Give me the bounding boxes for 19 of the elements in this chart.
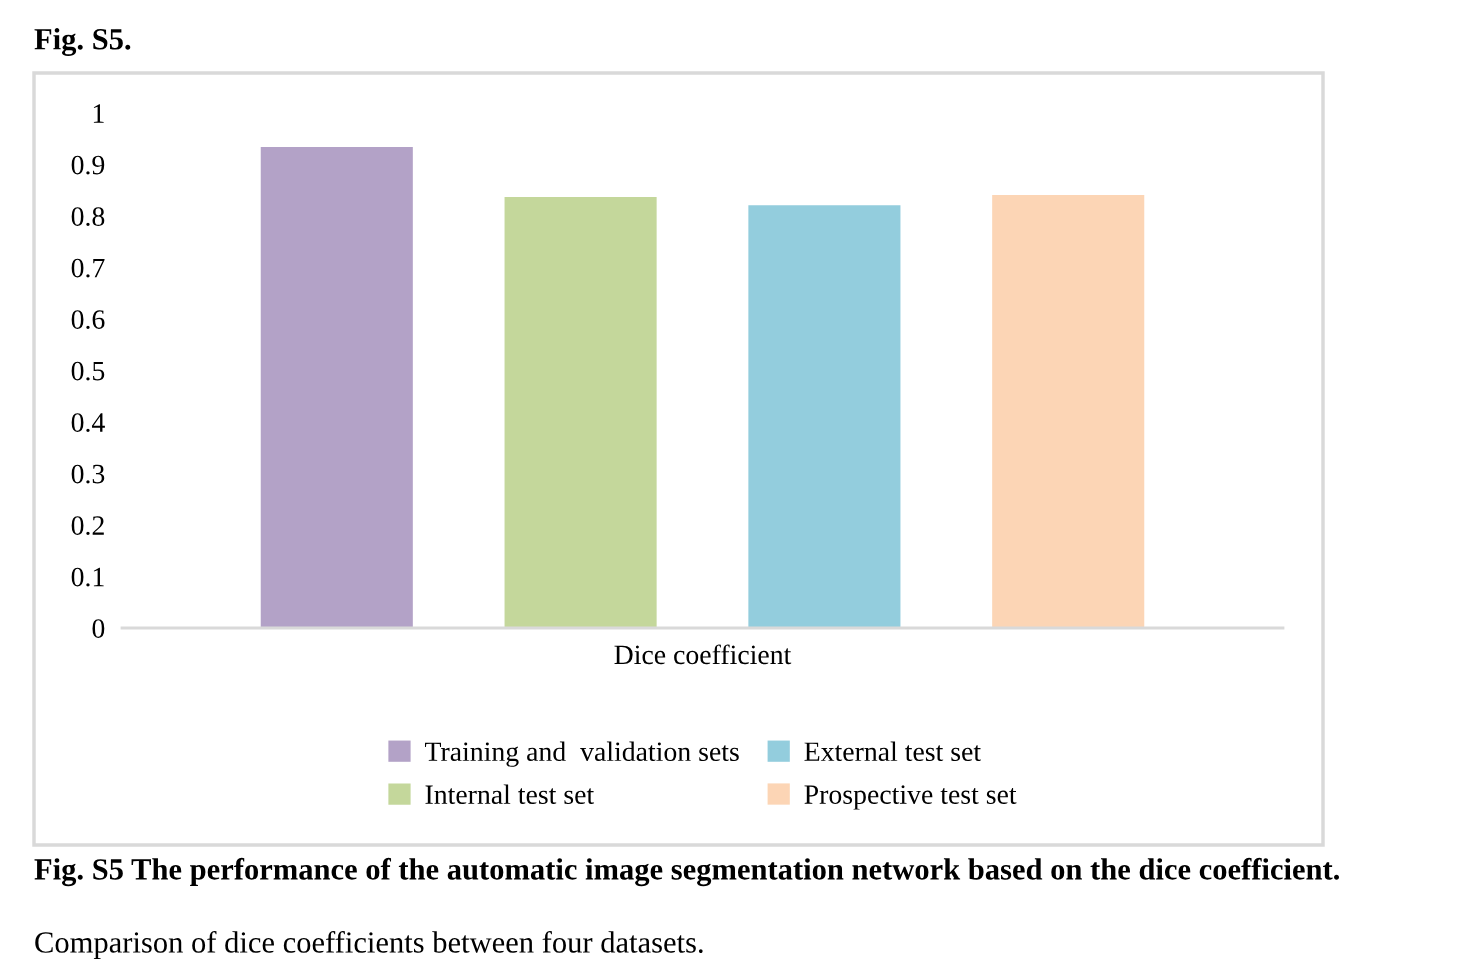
caption: Fig. S5 The performance of the automatic image segmentation network based on the dice coefficient. (34, 857, 1339, 887)
y-tick-label: 0.3 (71, 464, 105, 484)
y-tick-label: 0.1 (71, 567, 104, 587)
y-tick-label: 0 (92, 619, 105, 638)
legend-label: Training and validation sets (424, 741, 739, 767)
y-tick-label: 0.9 (71, 155, 105, 175)
legend-label: External test set (804, 741, 981, 762)
y-tick-label: 0.8 (71, 207, 105, 227)
y-tick-label: 0.6 (71, 310, 105, 330)
y-tick-label: 0.7 (71, 258, 105, 278)
y-tick-label: 0.5 (71, 361, 105, 381)
text: Comparison of dice coefficients between four datasets. (35, 930, 703, 960)
y-tick-label: 0.2 (71, 516, 104, 536)
chart-title: Fig. S5. (34, 28, 131, 56)
legend-label: Internal test set (425, 784, 595, 805)
y-tick-label: 1 (93, 104, 104, 123)
y-tick-label: 0.4 (71, 413, 105, 433)
x-tick-label: Dice coefficient (614, 644, 792, 665)
legend-label: Prospective test set (804, 785, 1017, 810)
